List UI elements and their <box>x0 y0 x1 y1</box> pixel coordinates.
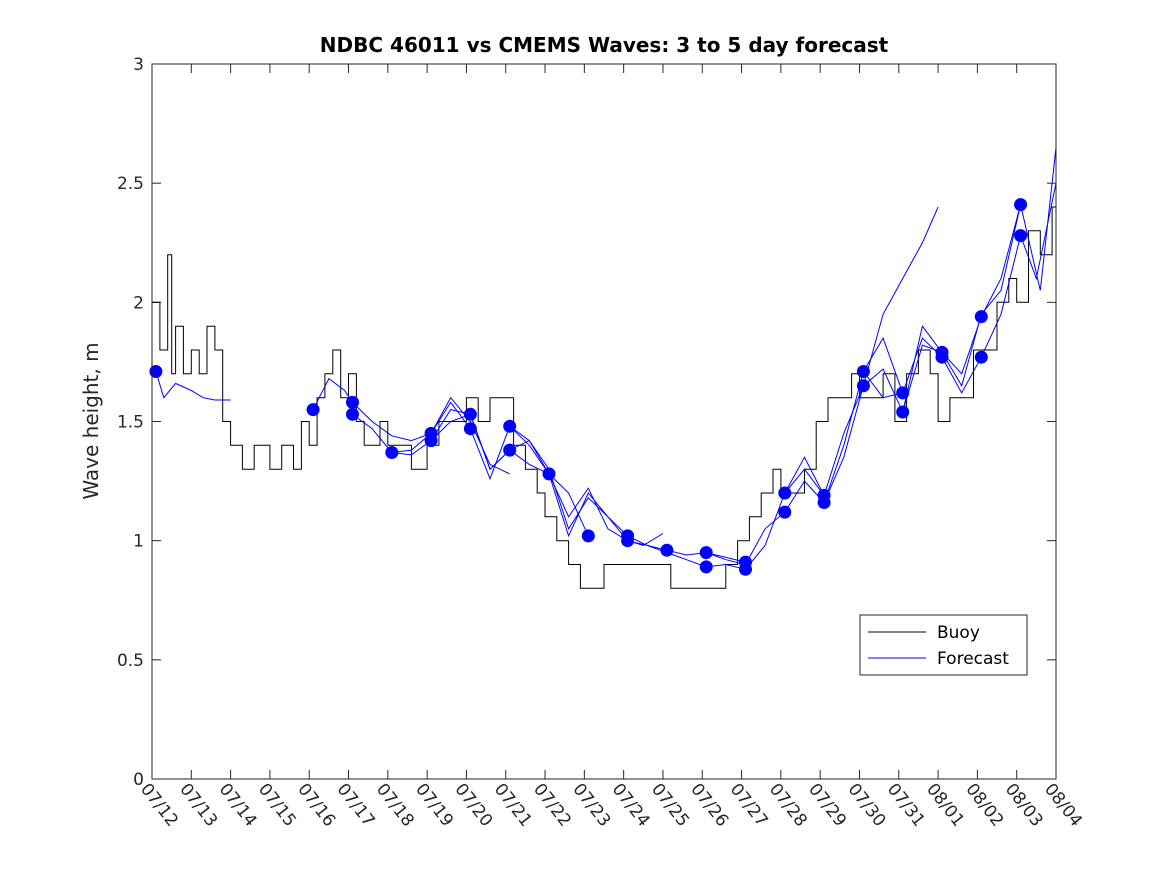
forecast-marker <box>1014 229 1028 243</box>
forecast-run-line <box>627 468 825 570</box>
y-tick-label: 2 <box>133 293 144 313</box>
forecast-marker <box>542 467 556 481</box>
forecast-marker <box>503 419 517 433</box>
y-tick-label: 3 <box>133 55 144 75</box>
legend-buoy-label: Buoy <box>937 623 980 643</box>
forecast-marker <box>463 407 477 421</box>
y-tick-label: 0 <box>133 770 144 790</box>
y-tick-label: 1 <box>133 532 144 552</box>
forecast-marker <box>346 407 359 421</box>
forecast-run-line <box>155 371 231 401</box>
y-tick-label: 0.5 <box>117 651 144 671</box>
forecast-marker <box>660 543 674 557</box>
forecast-marker <box>974 350 988 364</box>
y-tick-label: 1.5 <box>117 413 144 433</box>
forecast-marker <box>935 350 949 364</box>
legend-forecast-label: Forecast <box>937 649 1009 669</box>
forecast-run-line <box>863 183 1057 399</box>
forecast-marker <box>856 365 870 378</box>
y-tick-label: 2.5 <box>117 174 144 194</box>
forecast-run-line <box>823 204 1022 503</box>
forecast-marker <box>739 562 752 576</box>
forecast-marker <box>385 446 399 459</box>
forecast-marker <box>699 546 713 560</box>
chart-title: NDBC 46011 vs CMEMS Waves: 3 to 5 day fo… <box>320 33 889 57</box>
forecast-marker <box>896 386 910 400</box>
forecast-marker <box>856 379 870 393</box>
forecast-marker <box>974 310 988 324</box>
forecast-marker <box>817 496 831 509</box>
forecast-marker <box>346 395 359 409</box>
forecast-marker <box>463 422 477 436</box>
forecast-marker <box>896 405 910 419</box>
y-axis-ticks: 0 0.5 1 1.5 2 2.5 3 <box>117 55 1056 790</box>
plot-frame <box>151 63 1057 780</box>
forecast-marker <box>424 434 438 448</box>
forecast-marker <box>503 443 517 457</box>
series-layer <box>149 147 1057 589</box>
y-axis-label: Wave height, m <box>79 342 103 499</box>
forecast-marker <box>306 403 320 417</box>
forecast-marker <box>778 486 792 500</box>
forecast-run-line <box>352 409 550 475</box>
forecast-marker <box>1014 198 1028 212</box>
forecast-marker <box>149 365 163 378</box>
forecast-marker <box>621 534 635 548</box>
forecast-run-line <box>509 425 664 546</box>
buoy-series-line <box>152 183 1057 589</box>
forecast-marker <box>778 505 792 519</box>
legend: Buoy Forecast <box>859 614 1028 676</box>
legend-box <box>859 614 1028 676</box>
forecast-run-line <box>391 401 589 537</box>
forecast-marker <box>699 560 713 574</box>
forecast-marker <box>581 529 595 543</box>
